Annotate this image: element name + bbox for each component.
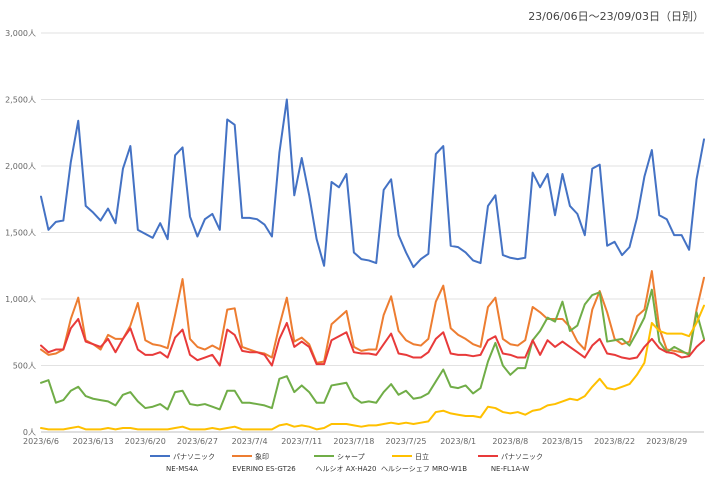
legend-model: EVERINO ES-GT26 [232, 465, 296, 473]
legend-model: ヘルシーシェフ MRO-W1B [381, 465, 467, 473]
series-line-2 [40, 270, 705, 364]
series-line-1 [40, 98, 705, 269]
y-tick-label: 0人 [23, 428, 36, 437]
legend-model: ヘルシオ AX-HA20 [316, 465, 377, 473]
legend-label: 象印 [255, 452, 269, 461]
y-tick-label: 500人 [13, 362, 36, 371]
x-tick-label: 2023/8/8 [492, 437, 528, 446]
y-tick-label: 1,000人 [5, 295, 36, 304]
x-tick-label: 2023/8/1 [440, 437, 476, 446]
legend-model: NE-MS4A [166, 465, 198, 473]
chart-title: 23/06/06日～23/09/03日（日別） [528, 10, 704, 23]
legend-label: シャープ [337, 453, 365, 461]
x-tick-label: 2023/7/11 [281, 437, 322, 446]
x-tick-label: 2023/7/25 [386, 437, 427, 446]
x-tick-label: 2023/8/15 [542, 437, 583, 446]
y-tick-label: 1,500人 [5, 229, 36, 238]
series-line-3 [40, 288, 705, 411]
series-line-4 [40, 304, 705, 431]
x-tick-label: 2023/6/27 [177, 437, 218, 446]
legend-label: パナソニック [173, 453, 215, 461]
y-tick-label: 2,500人 [5, 96, 36, 105]
x-tick-label: 2023/8/29 [646, 437, 687, 446]
gridlines [41, 32, 704, 433]
series-line-5 [40, 317, 705, 367]
x-tick-label: 2023/7/18 [333, 437, 374, 446]
x-tick-label: 2023/6/13 [73, 437, 114, 446]
legend-model: NE-FL1A-W [491, 465, 529, 473]
x-tick-label: 2023/6/6 [23, 437, 59, 446]
legend-label: パナソニック [501, 453, 543, 461]
y-tick-label: 3,000人 [5, 29, 36, 38]
series-lines [40, 98, 705, 431]
x-tick-label: 2023/6/20 [125, 437, 166, 446]
legend-label: 日立 [415, 452, 429, 461]
y-tick-label: 2,000人 [5, 162, 36, 171]
x-axis-ticks: 2023/6/6 2023/6/13 2023/6/20 2023/6/27 2023/… [23, 437, 687, 446]
x-tick-label: 2023/8/22 [594, 437, 635, 446]
x-tick-label: 2023/7/4 [232, 437, 268, 446]
y-axis-ticks: 0人 500人 1,000人 1,500人 2,000人 2,500人 3,000人 [5, 29, 36, 437]
